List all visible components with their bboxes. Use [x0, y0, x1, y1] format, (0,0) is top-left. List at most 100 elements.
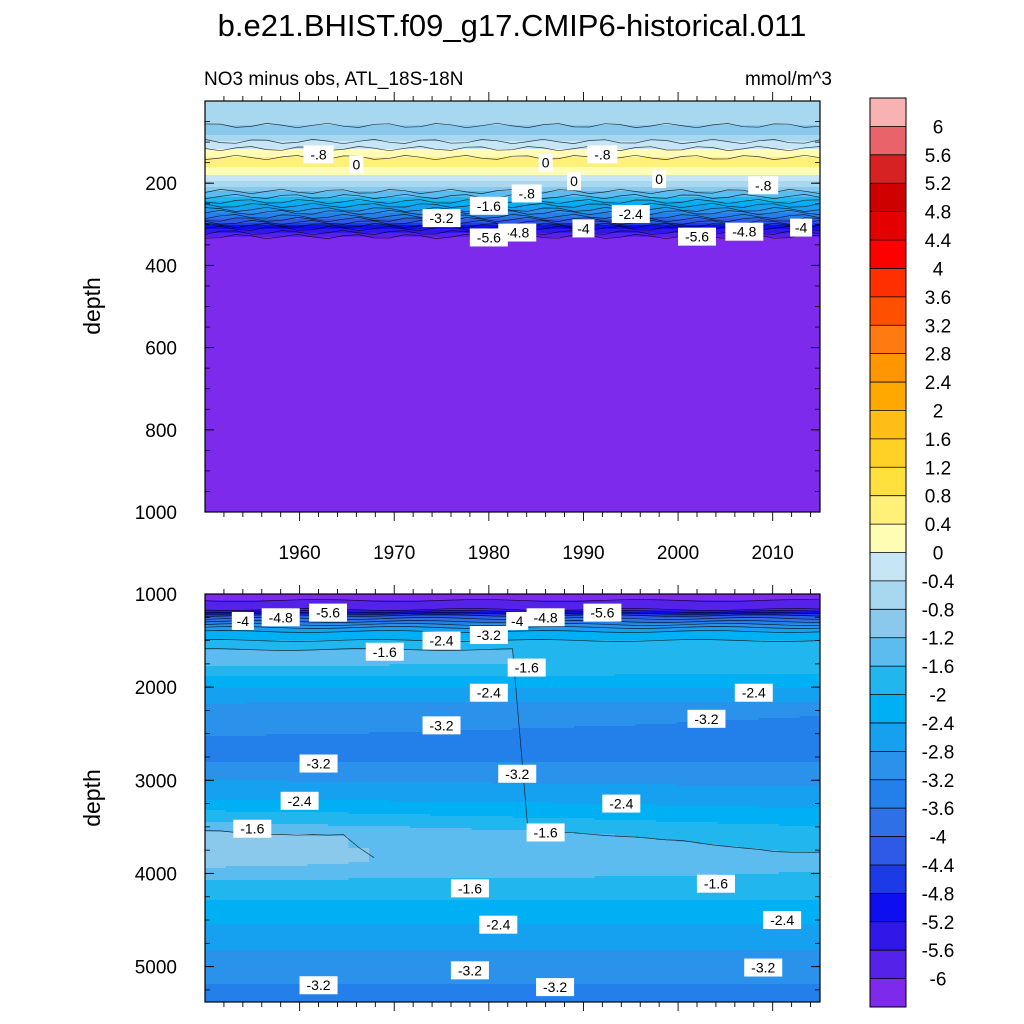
contour-cell	[594, 982, 616, 985]
contour-cell	[451, 692, 473, 695]
contour-cell	[205, 848, 227, 851]
contour-cell	[348, 670, 370, 673]
contour-cell	[574, 706, 596, 709]
contour-cell	[553, 726, 575, 729]
contour-cell	[553, 874, 575, 877]
contour-cell	[656, 720, 678, 723]
contour-cell	[430, 656, 452, 659]
contour-cell	[369, 994, 391, 997]
contour-cell	[471, 764, 493, 767]
contour-cell	[553, 786, 575, 789]
contour-cell	[553, 998, 575, 1001]
contour-cell	[410, 596, 432, 599]
contour-cell	[533, 936, 555, 939]
contour-cell	[389, 756, 411, 759]
contour-cell	[451, 666, 473, 669]
contour-cell	[205, 383, 820, 386]
contour-cell	[307, 888, 329, 891]
contour-cell	[512, 722, 534, 725]
contour-cell	[656, 816, 678, 819]
contour-cell	[287, 842, 309, 845]
contour-cell	[594, 720, 616, 723]
contour-cell	[369, 930, 391, 933]
contour-cell	[348, 946, 370, 949]
contour-cell	[574, 782, 596, 785]
contour-cell	[307, 946, 329, 949]
contour-cell	[615, 890, 637, 893]
contour-cell	[369, 894, 391, 897]
contour-cell	[246, 710, 268, 713]
contour-cell	[512, 852, 534, 855]
contour-cell	[594, 750, 616, 753]
contour-cell	[512, 604, 534, 607]
contour-cell	[348, 756, 370, 759]
contour-cell	[594, 946, 616, 949]
contour-cell	[348, 774, 370, 777]
contour-cell	[369, 920, 391, 923]
contour-cell	[266, 938, 288, 941]
contour-cell	[225, 778, 247, 781]
contour-cell	[246, 646, 268, 649]
contour-cell	[225, 972, 247, 975]
contour-cell	[205, 259, 820, 262]
contour-cell	[348, 730, 370, 733]
contour-cell	[205, 307, 820, 310]
contour-cell	[430, 936, 452, 939]
contour-cell	[656, 764, 678, 767]
contour-cell	[205, 614, 227, 617]
contour-cell	[615, 736, 637, 739]
contour-cell	[574, 944, 596, 947]
contour-cell	[553, 804, 575, 807]
contour-cell	[430, 750, 452, 753]
contour-cell	[246, 922, 268, 925]
contour-cell	[246, 994, 268, 997]
contour-cell	[451, 628, 473, 631]
contour-cell	[512, 696, 534, 699]
contour-cell	[656, 632, 678, 635]
contour-cell	[594, 902, 616, 905]
contour-cell	[615, 648, 637, 651]
contour-cell	[594, 632, 616, 635]
contour-cell	[594, 596, 616, 599]
contour-cell	[492, 734, 514, 737]
contour-cell	[594, 726, 616, 729]
contour-cell	[430, 686, 452, 689]
contour-cell	[594, 670, 616, 673]
contour-cell	[553, 974, 575, 977]
contour-cell	[369, 764, 391, 767]
contour-cell	[205, 431, 820, 434]
contour-cell	[615, 758, 637, 761]
contour-cell	[328, 870, 350, 873]
contour-cell	[266, 778, 288, 781]
contour-cell	[574, 858, 596, 861]
contour-cell	[410, 956, 432, 959]
contour-cell	[328, 922, 350, 925]
contour-cell	[348, 988, 370, 991]
contour-cell	[246, 706, 268, 709]
contour-cell	[307, 784, 329, 787]
contour-cell	[615, 596, 637, 599]
contour-cell	[266, 708, 288, 711]
contour-cell	[492, 732, 514, 735]
contour-cell	[492, 896, 514, 899]
contour-cell	[512, 928, 534, 931]
contour-cell	[594, 594, 616, 597]
contour-cell	[635, 908, 657, 911]
contour-cell	[492, 720, 514, 723]
contour-cell	[369, 852, 391, 855]
contour-cell	[246, 980, 268, 983]
contour-cell	[430, 700, 452, 703]
contour-cell	[533, 650, 555, 653]
contour-cell	[328, 976, 350, 979]
contour-cell	[348, 880, 370, 883]
contour-cell	[369, 770, 391, 773]
contour-cell	[635, 910, 657, 913]
contour-cell	[389, 780, 411, 783]
contour-cell	[451, 704, 473, 707]
contour-cell	[266, 840, 288, 843]
contour-cell	[389, 836, 411, 839]
contour-cell	[553, 716, 575, 719]
contour-cell	[205, 798, 227, 801]
contour-cell	[553, 630, 575, 633]
contour-cell	[553, 692, 575, 695]
